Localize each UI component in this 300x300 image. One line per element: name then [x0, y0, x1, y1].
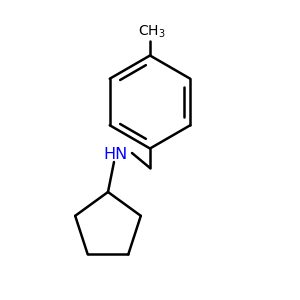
Text: HN: HN [103, 147, 127, 162]
Text: CH$_3$: CH$_3$ [138, 23, 165, 40]
